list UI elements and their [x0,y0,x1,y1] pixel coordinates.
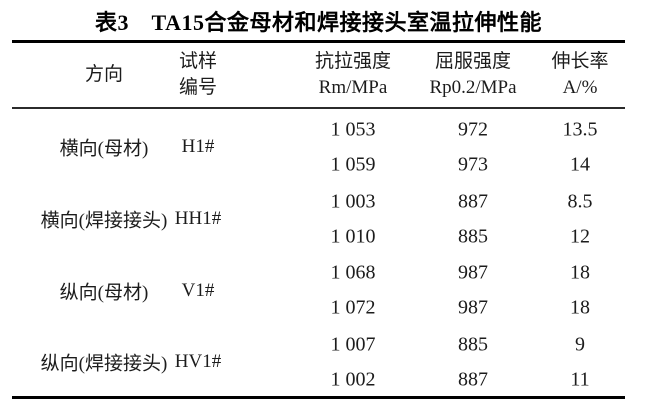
elongation-value: 14 [570,153,590,176]
tensile-strength-value: 1 053 [330,118,376,141]
header-line: 编号 [178,77,218,98]
header-line: 方向 [84,64,124,85]
yield-strength-value: 887 [458,190,488,213]
header-separator-rule [12,107,625,109]
direction-cell: 纵向(焊接接头) [40,353,168,375]
tensile-strength-value: 1 007 [330,333,376,356]
table-header-row: 方向 试样 编号 抗拉强度 Rm/MPa 屈服强度 Rp0.2/MPa 伸长率 … [12,43,625,107]
specimen-cell: V1# [181,279,215,301]
table-bottom-rule [12,396,625,399]
elongation-value: 11 [570,368,590,391]
tensile-strength-value: 1 003 [330,190,376,213]
table-row-group: 横向(焊接接头) HH1# 1 003 887 8.5 1 010 885 12 [12,181,625,253]
yield-strength-value: 972 [458,118,488,141]
header-line: 抗拉强度 [314,51,392,72]
elongation-value: 9 [575,333,585,356]
yield-strength-value: 885 [458,333,488,356]
column-header-elongation: 伸长率 A/% [551,43,608,107]
elongation-value: 13.5 [562,118,598,141]
table-row-group: 横向(母材) H1# 1 053 972 13.5 1 059 973 14 [12,109,625,181]
tensile-strength-value: 1 072 [330,296,376,319]
direction-cell: 纵向(母材) [59,282,149,304]
yield-strength-value: 887 [458,368,488,391]
table-top-rule [12,40,625,43]
yield-strength-value: 973 [458,153,488,176]
tensile-properties-table: 方向 试样 编号 抗拉强度 Rm/MPa 屈服强度 Rp0.2/MPa 伸长率 … [12,40,625,399]
tensile-strength-value: 1 059 [330,153,376,176]
header-line: 伸长率 [551,51,609,72]
header-line: A/% [562,77,598,98]
header-line: 试样 [178,51,218,72]
header-line: Rm/MPa [318,77,388,98]
elongation-value: 12 [570,225,590,248]
header-line: Rp0.2/MPa [429,77,517,98]
table-title: 表3 TA15合金母材和焊接接头室温拉伸性能 [95,10,542,35]
table-row-group: 纵向(母材) V1# 1 068 987 18 1 072 987 18 [12,253,625,325]
column-header-tensile-strength: 抗拉强度 Rm/MPa [315,43,391,107]
column-header-specimen-number: 试样 编号 [179,43,217,107]
column-header-direction: 方向 [85,43,123,107]
yield-strength-value: 987 [458,261,488,284]
tensile-strength-value: 1 068 [330,261,376,284]
table-row-group: 纵向(焊接接头) HV1# 1 007 885 9 1 002 887 11 [12,324,625,396]
yield-strength-value: 987 [458,296,488,319]
tensile-strength-value: 1 002 [330,368,376,391]
direction-cell: 横向(母材) [59,138,149,160]
column-header-yield-strength: 屈服强度 Rp0.2/MPa [429,43,516,107]
elongation-value: 18 [570,296,590,319]
specimen-cell: HH1# [174,207,222,229]
specimen-cell: HV1# [174,351,222,373]
direction-cell: 横向(焊接接头) [40,210,168,232]
elongation-value: 8.5 [567,190,593,213]
header-line: 屈服强度 [434,51,512,72]
elongation-value: 18 [570,261,590,284]
yield-strength-value: 885 [458,225,488,248]
tensile-strength-value: 1 010 [330,225,376,248]
specimen-cell: H1# [181,136,215,158]
